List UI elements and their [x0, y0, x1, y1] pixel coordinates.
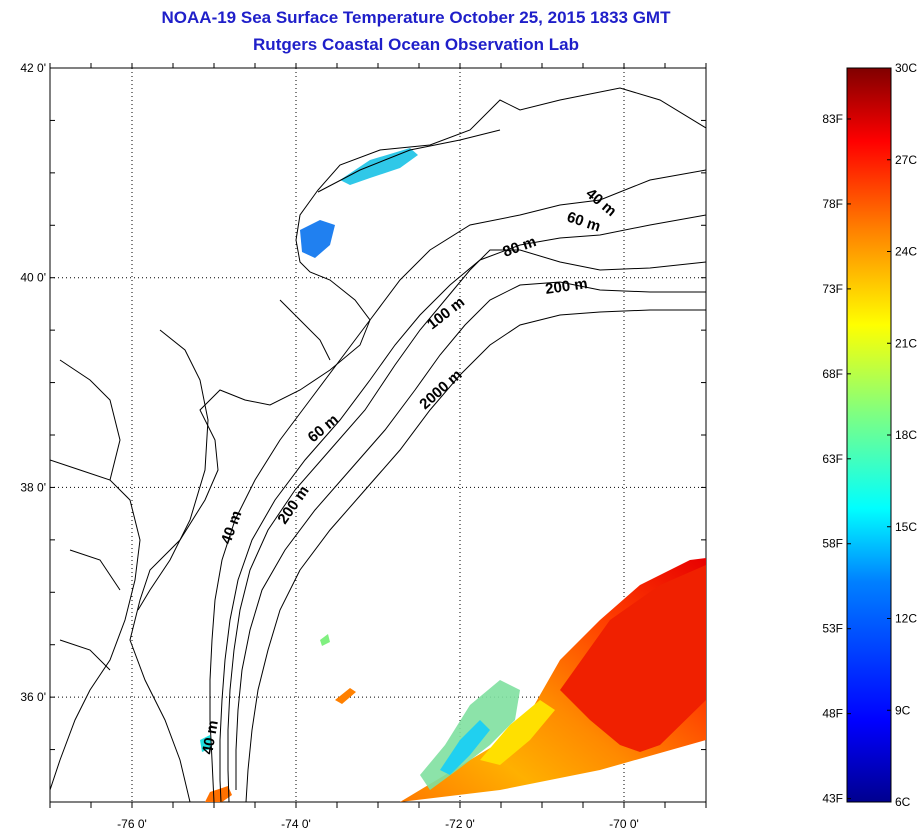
isobath-layer — [209, 169, 706, 802]
colorbar — [846, 67, 892, 803]
colorbar-f-label: 78F — [822, 197, 843, 211]
colorbar-celsius-labels: 30C 27C 24C 21C 18C 15C 12C 9C 6C — [895, 61, 917, 809]
isobath-80m — [227, 249, 706, 802]
sst-patch-nj — [300, 220, 335, 258]
colorbar-c-label: 30C — [895, 61, 917, 75]
lat-labels: 42 0' 40 0' 38 0' 36 0' — [20, 61, 46, 704]
sst-patch-cyan2 — [200, 735, 212, 752]
lat-label: 40 0' — [20, 271, 46, 285]
colorbar-c-label: 6C — [895, 795, 911, 809]
isobath-label: 200 m — [544, 275, 588, 298]
coastline — [129, 87, 706, 802]
isobath-label: 40 m — [199, 719, 222, 756]
lat-label: 38 0' — [20, 480, 46, 494]
colorbar-c-label: 27C — [895, 153, 917, 167]
sst-swath-cyan — [440, 720, 490, 775]
inner-rivers — [59, 359, 121, 671]
colorbar-c-label: 24C — [895, 245, 917, 259]
colorbar-f-label: 68F — [822, 367, 843, 381]
sst-patch-hatteras — [335, 688, 356, 704]
colorbar-f-label: 43F — [822, 792, 843, 806]
lon-label: -76 0' — [117, 817, 147, 831]
map-subtitle: Rutgers Coastal Ocean Observation Lab — [253, 35, 579, 54]
long-island — [317, 129, 501, 193]
delaware-bay — [279, 299, 331, 361]
isobath-60m — [219, 214, 706, 802]
west-shore — [50, 459, 141, 791]
isobath-200m — [235, 281, 706, 790]
isobath-2000m — [245, 309, 706, 802]
colorbar-ticks — [847, 67, 891, 803]
isobath-40m — [209, 169, 706, 802]
colorbar-c-label: 9C — [895, 703, 911, 717]
lat-label: 36 0' — [20, 690, 46, 704]
sst-swath-yellow — [480, 700, 555, 765]
colorbar-f-label: 63F — [822, 452, 843, 466]
coastline-layer — [50, 87, 706, 802]
sst-patch-green — [320, 634, 330, 646]
colorbar-f-label: 48F — [822, 707, 843, 721]
lon-label: -70 0' — [609, 817, 639, 831]
colorbar-fahrenheit-labels: 83F 78F 73F 68F 63F 58F 53F 48F 43F — [822, 112, 843, 806]
lon-label: -74 0' — [281, 817, 311, 831]
chesapeake — [137, 329, 209, 611]
sst-swath-red — [560, 565, 706, 752]
sst-data-layer — [200, 148, 706, 802]
sst-patch-ny — [340, 148, 418, 185]
colorbar-c-label: 12C — [895, 612, 917, 626]
lon-label: -72 0' — [445, 817, 475, 831]
colorbar-c-label: 21C — [895, 336, 917, 350]
colorbar-f-label: 58F — [822, 537, 843, 551]
colorbar-c-label: 15C — [895, 520, 917, 534]
graticule — [50, 68, 706, 802]
colorbar-f-label: 83F — [822, 112, 843, 126]
map-title: NOAA-19 Sea Surface Temperature October … — [161, 8, 671, 27]
lat-label: 42 0' — [20, 61, 46, 75]
sst-patch-south — [205, 786, 232, 802]
lon-labels: -76 0' -74 0' -72 0' -70 0' — [117, 817, 639, 831]
colorbar-c-label: 18C — [895, 428, 917, 442]
colorbar-f-label: 53F — [822, 622, 843, 636]
colorbar-f-label: 73F — [822, 282, 843, 296]
